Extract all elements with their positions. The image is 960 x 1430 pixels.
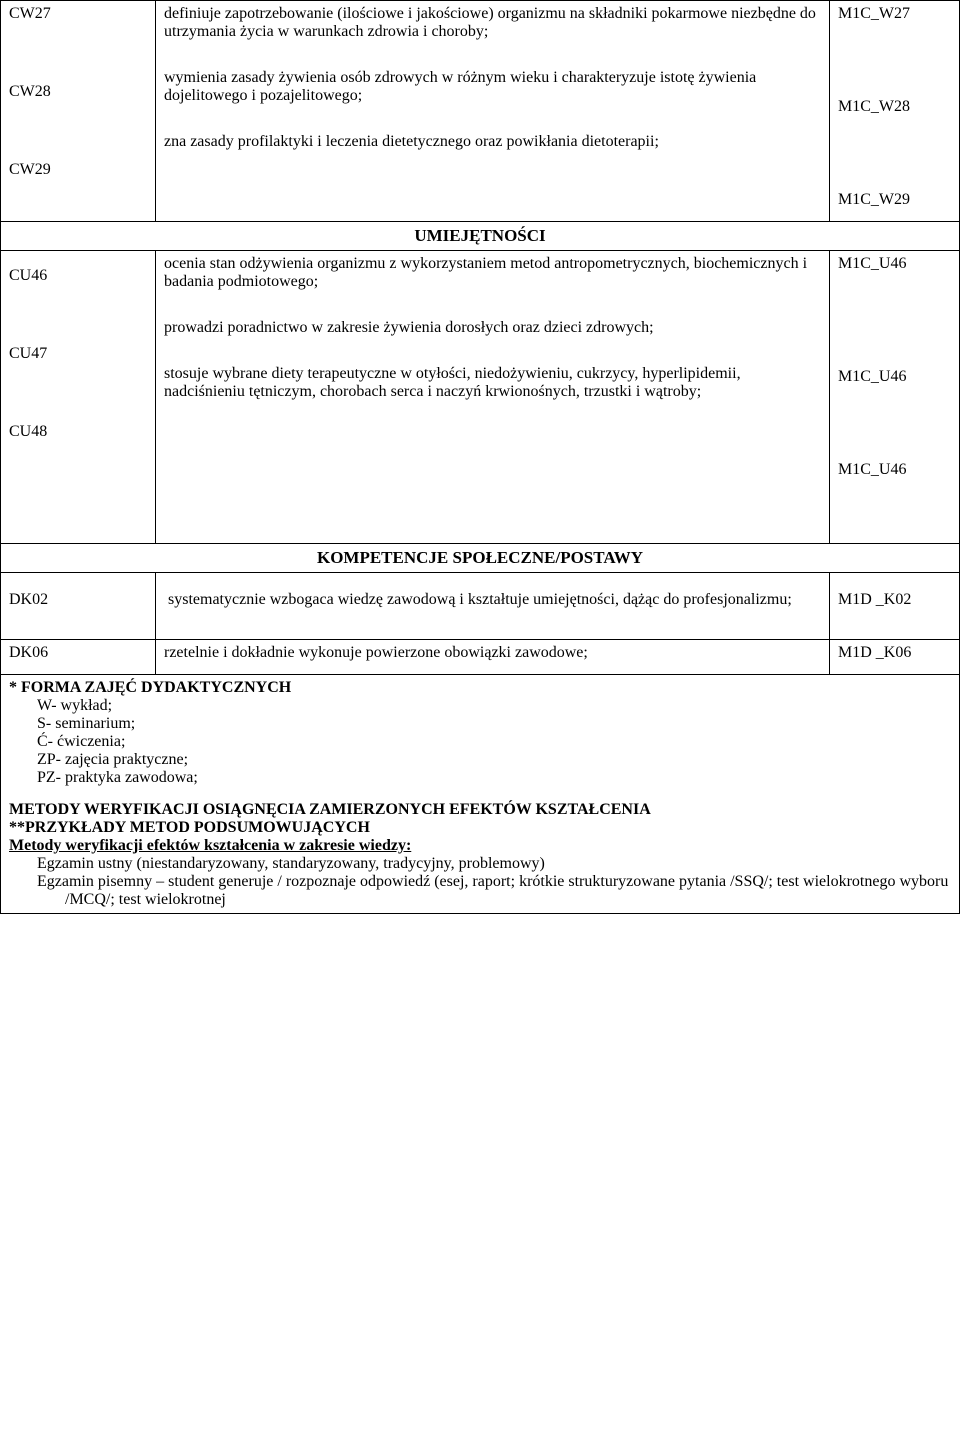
code-value: CU47: [9, 345, 147, 363]
desc-text: zna zasady profilaktyki i leczenia diete…: [164, 133, 821, 151]
desc-cell: rzetelnie i dokładnie wykonuje powierzon…: [156, 640, 830, 675]
ref-value: M1C_U46: [838, 368, 951, 386]
table-row: DK06 rzetelnie i dokładnie wykonuje powi…: [1, 640, 960, 675]
forma-item: PZ- praktyka zawodowa;: [9, 769, 951, 787]
desc-text: systematycznie wzbogaca wiedzę zawodową …: [164, 591, 792, 608]
desc-text: rzetelnie i dokładnie wykonuje powierzon…: [164, 644, 588, 661]
ref-cell: M1C_U46 M1C_U46 M1C_U46: [830, 251, 960, 544]
code-cell: DK06: [1, 640, 156, 675]
metody-line: Egzamin pisemny – student generuje / roz…: [9, 873, 951, 909]
ref-value: M1D _K06: [838, 644, 911, 661]
ref-value: M1C_W29: [838, 191, 951, 209]
desc-text: prowadzi poradnictwo w zakresie żywienia…: [164, 319, 821, 337]
table-row: CW27 CW28 CW29 definiuje zapotrzebowanie…: [1, 1, 960, 222]
form-methods-row: * FORMA ZAJĘĆ DYDAKTYCZNYCH W- wykład; S…: [1, 675, 960, 914]
desc-cell: definiuje zapotrzebowanie (ilościowe i j…: [156, 1, 830, 222]
ref-cell: M1D _K06: [830, 640, 960, 675]
outcomes-table: CW27 CW28 CW29 definiuje zapotrzebowanie…: [0, 0, 960, 914]
section-header-row: UMIEJĘTNOŚCI: [1, 222, 960, 251]
ref-value: M1C_U46: [838, 461, 951, 479]
code-value: CW28: [9, 83, 147, 101]
ref-value: M1C_W28: [838, 98, 951, 116]
code-value: CU46: [9, 267, 147, 285]
table-row: CU46 CU47 CU48 ocenia stan odżywienia or…: [1, 251, 960, 544]
desc-cell: ocenia stan odżywienia organizmu z wykor…: [156, 251, 830, 544]
forma-item: W- wykład;: [9, 697, 951, 715]
desc-cell: systematycznie wzbogaca wiedzę zawodową …: [156, 573, 830, 640]
section-title: UMIEJĘTNOŚCI: [1, 222, 960, 251]
ref-value: M1D _K02: [838, 591, 911, 608]
ref-cell: M1D _K02: [830, 573, 960, 640]
metody-heading-3: Metody weryfikacji efektów kształcenia w…: [9, 837, 951, 855]
form-methods-cell: * FORMA ZAJĘĆ DYDAKTYCZNYCH W- wykład; S…: [1, 675, 960, 914]
ref-cell: M1C_W27 M1C_W28 M1C_W29: [830, 1, 960, 222]
code-value: CW27: [9, 5, 147, 23]
desc-text: definiuje zapotrzebowanie (ilościowe i j…: [164, 5, 821, 41]
table-row: DK02 systematycznie wzbogaca wiedzę zawo…: [1, 573, 960, 640]
metody-heading-2: **PRZYKŁADY METOD PODSUMOWUJĄCYCH: [9, 819, 951, 837]
section-title: KOMPETENCJE SPOŁECZNE/POSTAWY: [1, 544, 960, 573]
code-value: CW29: [9, 161, 147, 179]
section-header-row: KOMPETENCJE SPOŁECZNE/POSTAWY: [1, 544, 960, 573]
code-value: CU48: [9, 423, 147, 441]
document-page: CW27 CW28 CW29 definiuje zapotrzebowanie…: [0, 0, 960, 914]
code-cell: CW27 CW28 CW29: [1, 1, 156, 222]
forma-item: Ć- ćwiczenia;: [9, 733, 951, 751]
forma-heading: * FORMA ZAJĘĆ DYDAKTYCZNYCH: [9, 679, 951, 697]
code-value: DK02: [9, 591, 48, 608]
forma-item: ZP- zajęcia praktyczne;: [9, 751, 951, 769]
desc-text: wymienia zasady żywienia osób zdrowych w…: [164, 69, 821, 105]
code-value: DK06: [9, 644, 48, 661]
ref-value: M1C_W27: [838, 5, 951, 23]
code-cell: DK02: [1, 573, 156, 640]
metody-heading-1: METODY WERYFIKACJI OSIĄGNĘCIA ZAMIERZONY…: [9, 801, 951, 819]
desc-text: ocenia stan odżywienia organizmu z wykor…: [164, 255, 821, 291]
forma-item: S- seminarium;: [9, 715, 951, 733]
code-cell: CU46 CU47 CU48: [1, 251, 156, 544]
ref-value: M1C_U46: [838, 255, 951, 273]
metody-line: Egzamin ustny (niestandaryzowany, standa…: [9, 855, 951, 873]
desc-text: stosuje wybrane diety terapeutyczne w ot…: [164, 365, 821, 401]
